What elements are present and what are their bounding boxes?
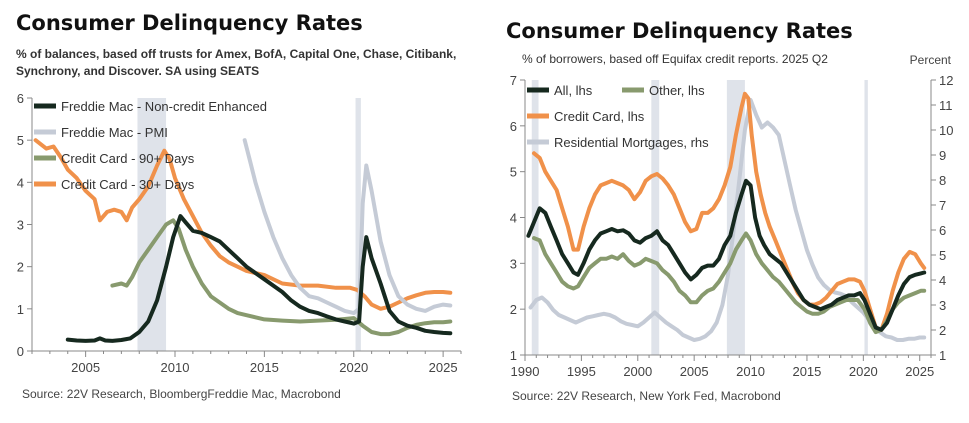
legend-label: Credit Card - 90+ Days [61, 151, 195, 166]
y-tick-label: 1 [510, 348, 517, 363]
chart-subtitle: % of balances, based off trusts for Amex… [16, 47, 457, 78]
y-tick-label: 3 [510, 256, 517, 271]
y-tick-label: 5 [510, 165, 517, 180]
series-line-credit-card-90-days [110, 218, 453, 337]
series-line-freddie-mac-pmi [242, 138, 453, 316]
x-tick-label: 2020 [339, 360, 368, 375]
x-tick-label: 2025 [429, 360, 458, 375]
y-right-tick-label: 6 [939, 223, 946, 238]
y-right-tick-label: 7 [939, 198, 946, 213]
y-right-unit-label: Percent [910, 53, 952, 67]
y-right-tick-label: 1 [939, 348, 946, 363]
y-tick-label: 4 [17, 175, 24, 190]
x-tick-label: 2005 [71, 360, 100, 375]
y-tick-label: 0 [17, 344, 24, 359]
x-tick-label: 2005 [680, 364, 709, 379]
legend: Freddie Mac - Non-credit Enhanced Freddie… [34, 99, 267, 192]
chart-subtitle: % of borrowers, based off Equifax credit… [522, 52, 828, 66]
y-tick-label: 1 [17, 302, 24, 317]
x-tick-label: 2000 [623, 364, 652, 379]
x-tick-label: 2010 [736, 364, 765, 379]
y-tick-label: 7 [510, 73, 517, 88]
right-chart-panel: Consumer Delinquency Rates % of borrower… [490, 0, 969, 423]
y-right-tick-label: 2 [939, 323, 946, 338]
y-tick-label: 2 [510, 302, 517, 317]
x-tick-label: 1990 [511, 364, 540, 379]
y-right-tick-label: 12 [939, 73, 953, 88]
series-line-residential-mortgages-rhs [528, 98, 927, 342]
y-right-tick-label: 8 [939, 173, 946, 188]
y-tick-label: 3 [17, 218, 24, 233]
legend-label: Freddie Mac - PMI [61, 125, 168, 140]
y-tick-label: 5 [17, 133, 24, 148]
series-line-other-lhs [532, 231, 927, 335]
series-line-all-lhs [526, 178, 927, 332]
legend-label: All, lhs [554, 83, 593, 98]
x-tick-label: 2015 [250, 360, 279, 375]
legend: All, lhs Other, lhs Credit Card, lhs Reside… [527, 83, 709, 150]
chart-source: Source: 22V Research, BloombergFreddie M… [22, 387, 341, 401]
y-right-tick-label: 11 [939, 98, 953, 113]
chart-title: Consumer Delinquency Rates [506, 19, 853, 43]
y-right-tick-label: 5 [939, 248, 946, 263]
y-tick-label: 2 [17, 260, 24, 275]
y-tick-label: 6 [510, 119, 517, 134]
legend-label: Residential Mortgages, rhs [554, 135, 709, 150]
y-right-tick-label: 4 [939, 273, 946, 288]
y-right-tick-label: 10 [939, 123, 953, 138]
y-tick-label: 6 [17, 91, 24, 106]
x-tick-label: 2020 [849, 364, 878, 379]
chart-source: Source: 22V Research, New York Fed, Macr… [512, 389, 781, 403]
legend-label: Credit Card, lhs [554, 109, 645, 124]
left-chart-panel: Consumer Delinquency Rates % of balances… [0, 0, 480, 423]
recession-band [355, 98, 361, 351]
series-line-credit-card-lhs [532, 91, 927, 332]
series-line-freddie-mac-non-credit-enhanced [65, 214, 453, 343]
chart-title: Consumer Delinquency Rates [16, 11, 363, 35]
y-right-tick-label: 3 [939, 298, 946, 313]
x-tick-label: 1995 [567, 364, 596, 379]
y-tick-label: 4 [510, 211, 517, 226]
legend-label: Other, lhs [649, 83, 705, 98]
y-right-tick-label: 9 [939, 148, 946, 163]
series-line-credit-card-30-days [33, 138, 453, 311]
recession-band [864, 80, 868, 355]
recession-band [651, 80, 660, 355]
legend-label: Credit Card - 30+ Days [61, 177, 195, 192]
x-tick-label: 2010 [161, 360, 190, 375]
x-tick-label: 2025 [905, 364, 934, 379]
x-tick-label: 2015 [792, 364, 821, 379]
chart-plot: 0 1 2 3 4 5 6 2005 2010 2015 2020 2025 Freddie Mac -… [17, 91, 462, 375]
legend-label: Freddie Mac - Non-credit Enhanced [61, 99, 267, 114]
